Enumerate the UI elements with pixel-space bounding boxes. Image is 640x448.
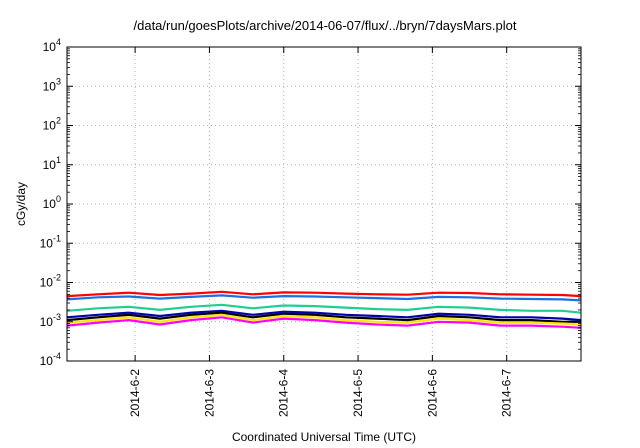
axes: 10-4 10-3 10-2 10-1 100 101 102 103 104 2014-6-2 2…: [40, 37, 581, 417]
x-tick-label: 2014-6-2: [128, 369, 142, 417]
y-tick-label: 104: [43, 37, 61, 54]
x-axis-label: Coordinated Universal Time (UTC): [232, 430, 416, 444]
y-tick-label: 10-4: [40, 351, 61, 368]
y-tick-label: 102: [43, 116, 61, 133]
chart-title: /data/run/goesPlots/archive/2014-06-07/f…: [134, 18, 517, 33]
grid: [67, 47, 581, 361]
series-layer: [66, 290, 582, 329]
y-tick-label: 10-2: [40, 273, 61, 290]
series-line: [66, 294, 582, 302]
y-tick-label: 100: [43, 194, 61, 211]
x-tick-label: 2014-6-6: [425, 369, 439, 417]
y-tick-label: 103: [43, 76, 61, 93]
x-tick-label: 2014-6-5: [351, 369, 365, 417]
series-line: [66, 311, 581, 323]
y-tick-label: 10-3: [40, 312, 61, 329]
x-tick-label: 2014-6-3: [202, 369, 216, 417]
series-line: [66, 309, 582, 322]
series-line: [66, 316, 582, 329]
y-tick-label: 101: [43, 155, 61, 172]
series-line: [66, 303, 582, 314]
y-axis-label: cGy/day: [14, 182, 28, 226]
series-line: [66, 313, 582, 326]
x-tick-label: 2014-6-4: [277, 369, 291, 417]
x-tick-label: 2014-6-7: [500, 369, 514, 417]
series-line: [66, 290, 582, 298]
y-tick-label: 10-1: [40, 233, 61, 250]
